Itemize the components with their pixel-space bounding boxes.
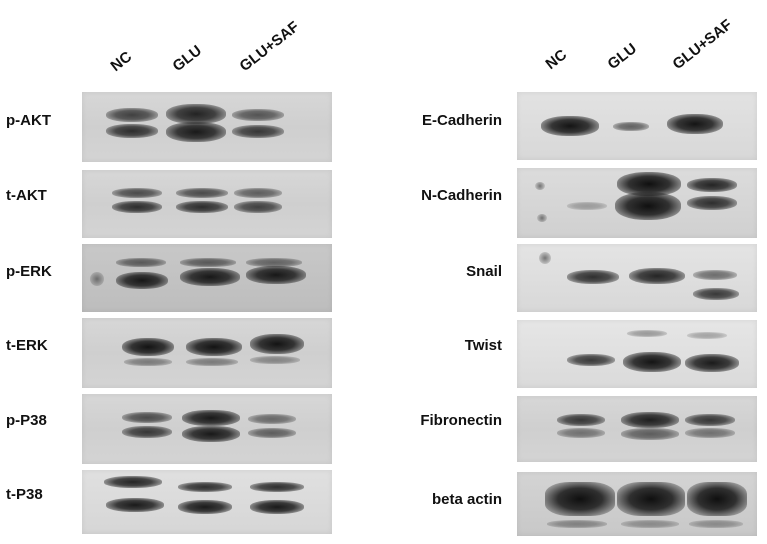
blot-t-erk xyxy=(82,318,332,388)
blot-fibronectin xyxy=(517,396,757,462)
row-label-t-erk: t-ERK xyxy=(6,337,48,354)
row-label-twist: Twist xyxy=(464,337,502,354)
lane-label-nc-left: NC xyxy=(107,48,136,75)
blot-beta-actin xyxy=(517,472,757,536)
lane-label-glu-right: GLU xyxy=(604,40,640,73)
row-label-snail: Snail xyxy=(466,263,502,280)
blot-n-cadherin xyxy=(517,168,757,238)
lane-label-glu-saf-right: GLU+SAF xyxy=(669,16,736,74)
row-label-beta-actin: beta actin xyxy=(431,491,502,508)
blot-t-akt xyxy=(82,170,332,238)
blot-t-p38 xyxy=(82,470,332,534)
blot-p-erk xyxy=(82,244,332,312)
lane-label-glu-left: GLU xyxy=(169,42,205,75)
lane-label-nc-right: NC xyxy=(542,46,571,73)
blot-e-cadherin xyxy=(517,92,757,160)
blot-p-p38 xyxy=(82,394,332,464)
blot-twist xyxy=(517,320,757,388)
row-label-t-p38: t-P38 xyxy=(6,486,43,503)
row-label-p-erk: p-ERK xyxy=(6,263,52,280)
blot-p-akt xyxy=(82,92,332,162)
row-label-e-cadherin: E-Cadherin xyxy=(421,112,502,129)
lane-label-glu-saf-left: GLU+SAF xyxy=(236,18,303,76)
row-label-fibronectin: Fibronectin xyxy=(420,412,502,429)
row-label-n-cadherin: N-Cadherin xyxy=(421,187,502,204)
row-label-t-akt: t-AKT xyxy=(6,187,47,204)
row-label-p-p38: p-P38 xyxy=(6,412,47,429)
row-label-p-akt: p-AKT xyxy=(6,112,51,129)
blot-snail xyxy=(517,244,757,312)
